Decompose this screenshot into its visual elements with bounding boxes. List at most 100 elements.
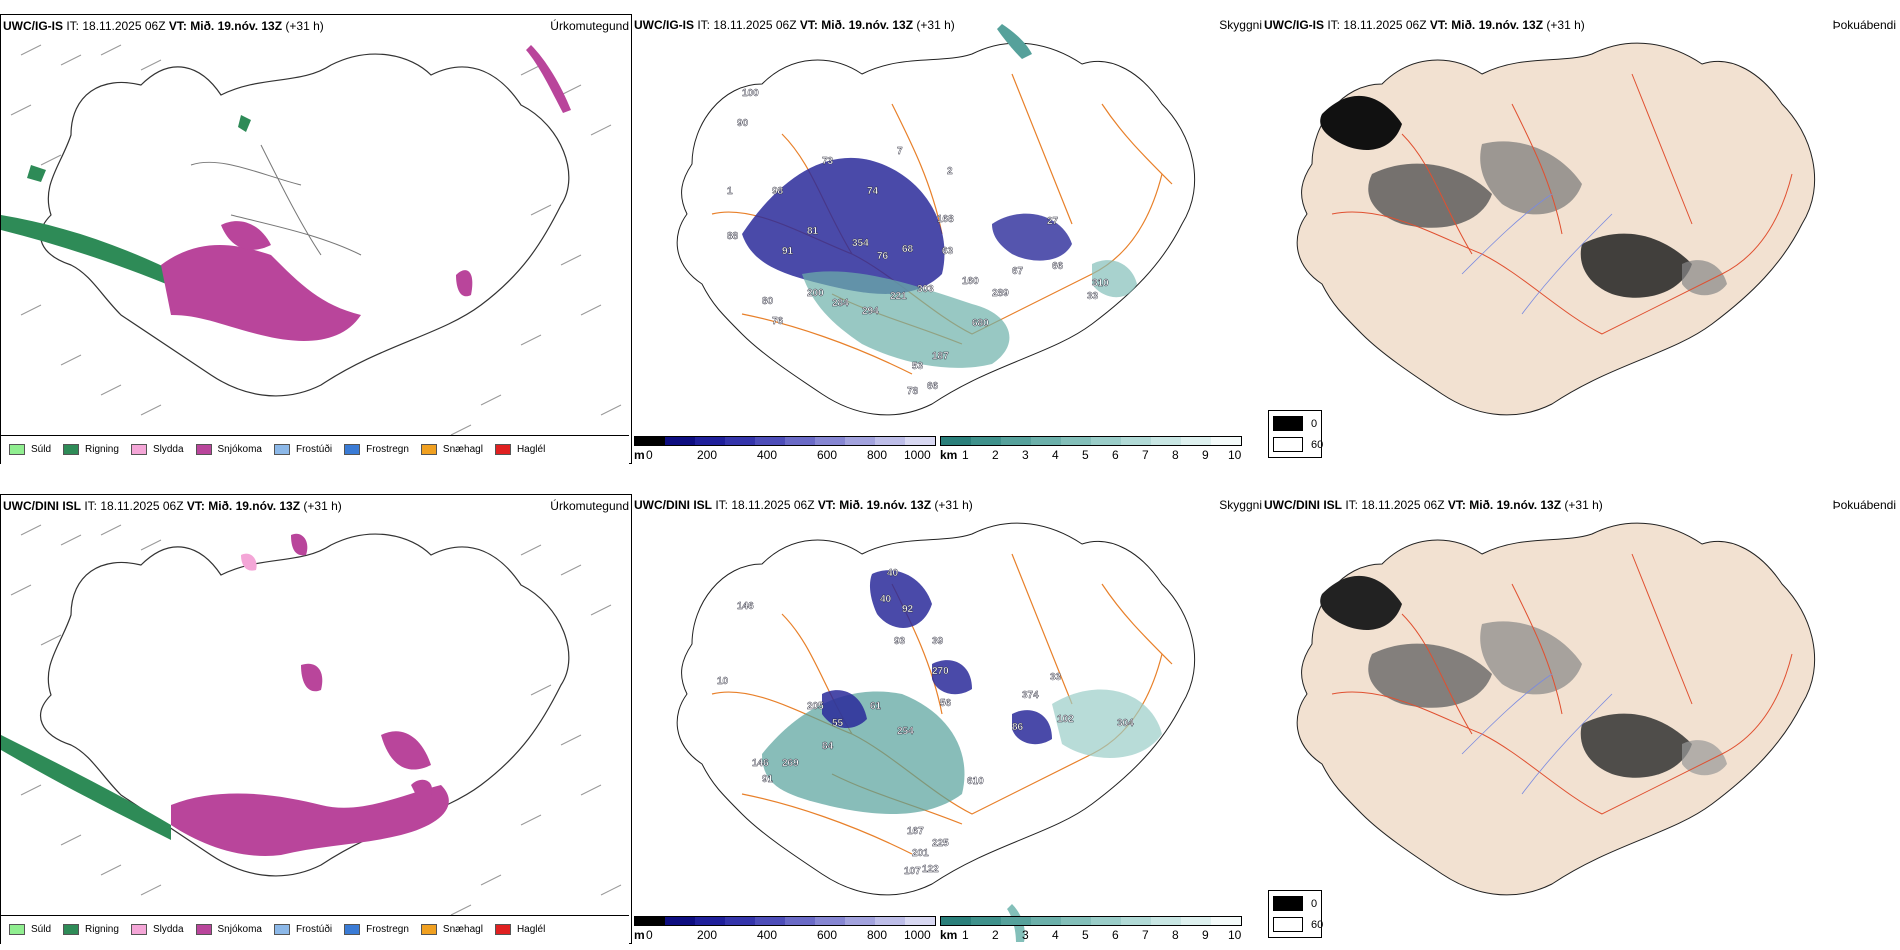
model-name: UWC/DINI ISL: [1264, 498, 1342, 512]
ceiling-label: 7: [897, 146, 903, 157]
legend-label: Frostúði: [295, 924, 333, 935]
ceiling-label: 289: [992, 288, 1009, 299]
lead-time: (+31 h): [303, 499, 342, 513]
fog-high: [1320, 95, 1402, 150]
legend-swatch: [63, 444, 80, 455]
ceiling-label: 68: [902, 244, 914, 255]
ceiling-label: 225: [932, 838, 949, 849]
ceiling-label: 2: [947, 166, 953, 177]
vt-label: VT:: [817, 498, 836, 512]
fog-map-1: [1296, 42, 1816, 416]
legend-item-frostregn: Frostregn: [344, 444, 409, 455]
ceiling-tick: 200: [697, 448, 718, 462]
visibility-title-2: UWC/DINI ISL IT: 18.11.2025 06Z VT: Mið.…: [634, 498, 973, 512]
ceiling-label: 102: [1057, 714, 1074, 725]
ceiling-labels: 100 90 98 88 91 74 81 354 76 68 168 63 6…: [727, 88, 1110, 397]
visibility-tick: 4: [1052, 448, 1059, 462]
lead-time: (+31 h): [285, 19, 324, 33]
iceland-outline: [40, 53, 570, 397]
ceiling-label: 86: [1012, 722, 1024, 733]
precip-type-panel-1: UWC/IG-IS IT: 18.11.2025 06Z VT: Mið. 19…: [0, 14, 632, 464]
legend-swatch: [344, 444, 361, 455]
it-label: IT:: [66, 19, 80, 33]
it-value: 18.11.2025 06Z: [1343, 18, 1427, 32]
legend-item-snjokoma: Snjókoma: [195, 924, 262, 935]
ceiling-label: 93: [894, 636, 906, 647]
ceiling-label: 33: [1050, 672, 1062, 683]
fog-title-2: UWC/DINI ISL IT: 18.11.2025 06Z VT: Mið.…: [1264, 498, 1603, 512]
fog-legend-row: 0: [1273, 416, 1317, 431]
visibility-tick: 1: [962, 928, 969, 942]
legend-item-haglel: Haglél: [494, 444, 545, 455]
legend-item-frostudi: Frostúði: [273, 444, 332, 455]
visibility-tick: 9: [1202, 448, 1209, 462]
legend-label: Frostregn: [366, 444, 409, 455]
visibility-bar: [940, 916, 1242, 926]
fog-tick: 0: [1311, 417, 1318, 430]
precip-map-2: [1, 524, 622, 916]
visibility-tick: 9: [1202, 928, 1209, 942]
ceiling-label: 270: [932, 666, 949, 677]
legend-swatch: [130, 924, 147, 935]
legend-item-sudl: Súld: [9, 444, 51, 455]
ceiling-label: 269: [782, 758, 799, 769]
visibility-unit: km: [940, 928, 958, 942]
ceiling-tick: 600: [817, 448, 838, 462]
visibility-tick: 4: [1052, 928, 1059, 942]
visibility-title-1: UWC/IG-IS IT: 18.11.2025 06Z VT: Mið. 19…: [634, 18, 955, 32]
ceiling-label: 40: [887, 568, 899, 579]
vt-label: VT:: [168, 19, 187, 33]
fog-swatch: [1273, 437, 1303, 452]
ceiling-label: 56: [940, 698, 952, 709]
reduced-visibility-area: [802, 271, 1010, 368]
ceiling-tick: 0: [646, 928, 653, 942]
ceiling-label: 27: [1047, 216, 1059, 227]
visibility-map-2: 146 10 40 40 92 93 39 270 205 61 56 55 8…: [676, 522, 1196, 942]
ceiling-bar: [634, 436, 936, 446]
it-label: IT:: [1345, 498, 1359, 512]
model-name: UWC/IG-IS: [3, 19, 63, 33]
model-name: UWC/DINI ISL: [3, 499, 81, 513]
ceiling-label: 67: [1012, 266, 1024, 277]
ceiling-label: 167: [907, 826, 924, 837]
fog-tick: 60: [1311, 438, 1324, 451]
ceiling-label: 78: [907, 386, 919, 397]
vt-label: VT:: [799, 18, 818, 32]
ceiling-label: 76: [772, 316, 784, 327]
panel-label: Úrkomutegund: [550, 499, 629, 513]
fog-indicator-panel-1: UWC/IG-IS IT: 18.11.2025 06Z VT: Mið. 19…: [1262, 14, 1900, 464]
fog-legend-1: 0 60: [1268, 410, 1324, 458]
ceiling-label: 61: [870, 701, 882, 712]
ceiling-label: 91: [762, 774, 774, 785]
visibility-tick: 1: [962, 448, 969, 462]
ceiling-tick: 800: [867, 448, 888, 462]
visibility-tick: 8: [1172, 928, 1179, 942]
vt-value: Mið. 19.nóv. 13Z: [821, 18, 914, 32]
panel-label: Úrkomutegund: [550, 19, 629, 33]
fog-swatch: [1273, 896, 1303, 911]
ceiling-tick: 400: [757, 448, 778, 462]
ceiling-tick: 400: [757, 928, 778, 942]
legend-label: Snæhagl: [442, 444, 483, 455]
legend-item-snjokoma: Snjókoma: [195, 444, 262, 455]
ceiling-label: 98: [772, 186, 784, 197]
ceiling-label: 205: [807, 701, 824, 712]
ceiling-label: 40: [880, 594, 892, 605]
model-name: UWC/IG-IS: [1264, 18, 1324, 32]
legend-swatch: [420, 924, 437, 935]
ceiling-label: 254: [897, 726, 914, 737]
ceiling-label: 610: [967, 776, 984, 787]
legend-label: Slydda: [152, 924, 184, 935]
legend-label: Rigning: [85, 924, 119, 935]
legend-item-snaehagl: Snæhagl: [420, 924, 483, 935]
legend-item-rigning: Rigning: [63, 444, 119, 455]
iceland-land: [1296, 522, 1816, 896]
visibility-tick: 5: [1082, 448, 1089, 462]
it-value: 18.11.2025 06Z: [731, 498, 815, 512]
legend-item-sudl: Súld: [9, 924, 51, 935]
vt-label: VT:: [186, 499, 205, 513]
low-ceiling-area: [869, 570, 932, 628]
legend-swatch: [494, 444, 511, 455]
vt-label: VT:: [1447, 498, 1466, 512]
legend-label: Haglél: [516, 924, 546, 935]
